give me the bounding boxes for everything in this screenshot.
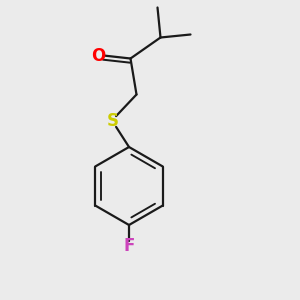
Text: F: F [123,237,135,255]
Text: O: O [91,46,105,64]
Text: S: S [106,112,119,130]
